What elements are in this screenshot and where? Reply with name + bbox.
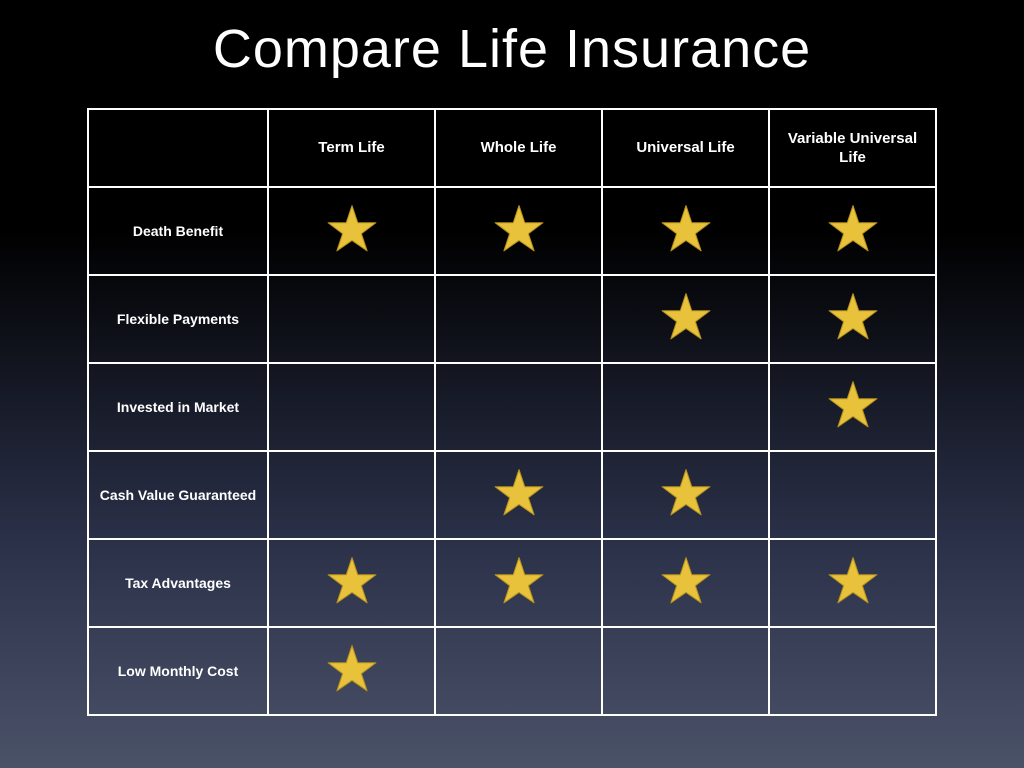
table-row: Flexible Payments [88,275,936,363]
star-icon [493,555,545,607]
table-cell [435,275,602,363]
row-label: Cash Value Guaranteed [88,451,268,539]
table-cell [435,451,602,539]
table-cell [435,363,602,451]
table-row: Invested in Market [88,363,936,451]
row-label: Death Benefit [88,187,268,275]
table-cell [769,187,936,275]
star-icon [660,203,712,255]
table-cell [268,539,435,627]
star-icon [827,555,879,607]
star-icon [827,379,879,431]
table-row: Death Benefit [88,187,936,275]
table-cell [769,275,936,363]
star-icon [827,291,879,343]
table-cell [769,539,936,627]
table-cell [268,275,435,363]
star-icon [493,467,545,519]
table-header-row: Term Life Whole Life Universal Life Vari… [88,109,936,187]
row-label: Low Monthly Cost [88,627,268,715]
row-label: Flexible Payments [88,275,268,363]
table-cell [602,187,769,275]
table-cell [602,451,769,539]
star-icon [326,203,378,255]
page-title: Compare Life Insurance [213,18,811,80]
comparison-table: Term Life Whole Life Universal Life Vari… [87,108,937,716]
table-cell [602,539,769,627]
table-row: Low Monthly Cost [88,627,936,715]
table-cell [268,451,435,539]
table-cell [268,187,435,275]
star-icon [493,203,545,255]
table-cell [602,275,769,363]
col-header: Variable Universal Life [769,109,936,187]
table-cell [769,451,936,539]
header-empty [88,109,268,187]
star-icon [660,467,712,519]
table-cell [435,627,602,715]
row-label: Invested in Market [88,363,268,451]
table-cell [435,187,602,275]
table-cell [769,627,936,715]
row-label: Tax Advantages [88,539,268,627]
table-row: Cash Value Guaranteed [88,451,936,539]
table-cell [602,363,769,451]
col-header: Term Life [268,109,435,187]
table-cell [769,363,936,451]
star-icon [326,555,378,607]
star-icon [326,643,378,695]
star-icon [660,555,712,607]
col-header: Whole Life [435,109,602,187]
table-row: Tax Advantages [88,539,936,627]
table-cell [602,627,769,715]
star-icon [660,291,712,343]
table-cell [268,627,435,715]
table-cell [268,363,435,451]
star-icon [827,203,879,255]
table-cell [435,539,602,627]
col-header: Universal Life [602,109,769,187]
